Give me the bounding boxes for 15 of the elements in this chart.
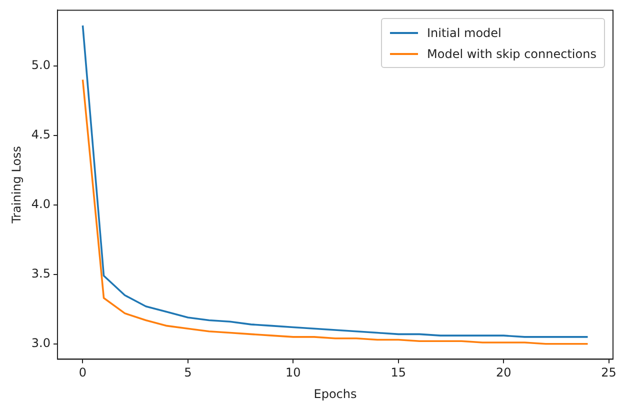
x-tick-label: 10 [286, 366, 301, 380]
x-tick-label: 0 [78, 366, 87, 380]
x-tick-label: 5 [184, 366, 192, 380]
x-tick-label: 20 [496, 366, 512, 380]
x-tick-label: 25 [601, 366, 616, 380]
legend-label: Initial model [427, 26, 502, 40]
y-axis-title: Training Loss [9, 146, 24, 224]
x-axis-title: Epochs [314, 386, 357, 401]
y-tick-label: 3.0 [31, 336, 50, 350]
y-tick-label: 4.5 [31, 127, 50, 142]
x-tick-label: 15 [390, 366, 406, 380]
y-tick-label: 5.0 [31, 58, 50, 72]
y-tick-label: 3.5 [31, 266, 50, 281]
y-tick-label: 4.0 [31, 196, 50, 211]
legend-label: Model with skip connections [427, 46, 596, 61]
